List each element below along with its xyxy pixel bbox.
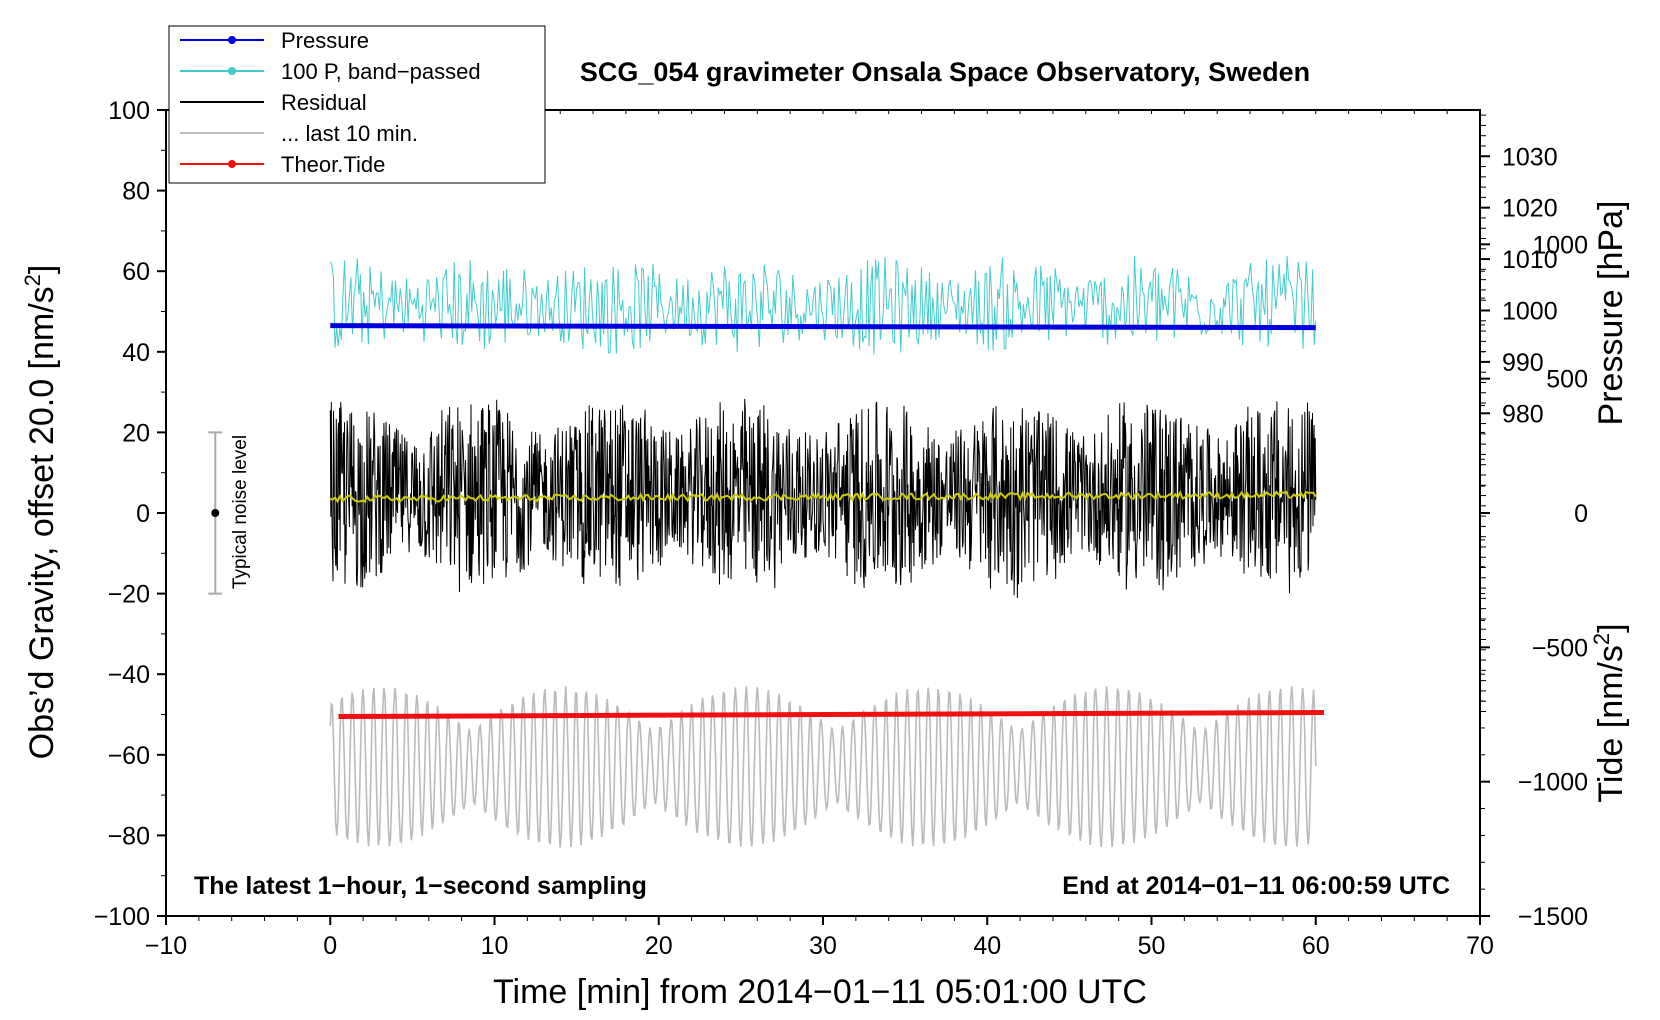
pressure-tick-label: 990 <box>1502 349 1544 377</box>
x-tick-label: 60 <box>1302 932 1330 960</box>
y-tick-label: 0 <box>136 500 150 528</box>
x-tick-label: 10 <box>481 932 509 960</box>
chart-title: SCG_054 gravimeter Onsala Space Observat… <box>580 57 1310 87</box>
pressure-tick-label: 1030 <box>1502 143 1558 171</box>
pressure-tick-label: 1000 <box>1502 297 1558 325</box>
legend-label: ... last 10 min. <box>281 121 418 146</box>
y-tick-label: −100 <box>94 903 150 931</box>
x-tick-label: 40 <box>973 932 1001 960</box>
x-tick-label: 20 <box>645 932 673 960</box>
legend-label: Residual <box>281 90 367 115</box>
y-axis-label: Obs’d Gravity, offset 20.0 [nm/s2] <box>20 265 61 760</box>
series-layer <box>208 255 1324 848</box>
y-tick-label: −80 <box>108 822 150 850</box>
y-tick-label: 100 <box>108 97 150 125</box>
series-residual <box>329 398 1317 599</box>
end-time-note: End at 2014−01−11 06:00:59 UTC <box>1062 872 1450 900</box>
tide-tick-label: 0 <box>1574 500 1588 528</box>
series-theoretical-tide <box>338 709 1324 720</box>
x-tick-label: 70 <box>1466 932 1494 960</box>
legend-marker <box>228 36 236 44</box>
sampling-note: The latest 1−hour, 1−second sampling <box>194 872 647 900</box>
y-tick-label: −20 <box>108 581 150 609</box>
pressure-tick-label: 1020 <box>1502 195 1558 223</box>
x-tick-label: −10 <box>145 932 187 960</box>
y-tick-label: 40 <box>122 339 150 367</box>
tide-axis-label: Tide [nm/s2] <box>1589 623 1630 802</box>
legend: Pressure 100 P, band−passed Residual ... la… <box>168 25 546 184</box>
x-axis-label: Time [min] from 2014−01−11 05:01:00 UTC <box>493 973 1147 1011</box>
y-tick-label: 60 <box>122 258 150 286</box>
legend-marker <box>228 67 236 75</box>
series-pressure-band-passed <box>329 255 1317 355</box>
tide-tick-label: −1500 <box>1518 903 1588 931</box>
y-tick-label: 80 <box>122 178 150 206</box>
x-tick-label: 30 <box>809 932 837 960</box>
legend-label: Pressure <box>281 28 369 53</box>
legend-label: 100 P, band−passed <box>281 59 481 84</box>
pressure-tick-label: 1010 <box>1502 246 1558 274</box>
legend-label: Theor.Tide <box>281 152 385 177</box>
pressure-axis-label: Pressure [hPa] <box>1592 201 1630 426</box>
x-tick-label: 0 <box>323 932 337 960</box>
noise-bar-center <box>211 509 220 517</box>
tide-tick-label: −1000 <box>1518 769 1588 797</box>
tide-tick-label: 500 <box>1546 366 1588 394</box>
y-tick-label: −60 <box>108 742 150 770</box>
pressure-tick-label: 980 <box>1502 400 1544 428</box>
legend-marker <box>228 160 236 168</box>
x-tick-label: 50 <box>1138 932 1166 960</box>
legend-box <box>168 25 546 184</box>
series-last-10-min <box>329 686 1317 848</box>
tide-tick-label: 1000 <box>1532 231 1588 259</box>
y-tick-label: −40 <box>108 661 150 689</box>
tide-tick-label: −500 <box>1532 634 1588 662</box>
labels-layer: SCG_054 gravimeter Onsala Space Observat… <box>20 57 1630 1011</box>
y-tick-label: 20 <box>122 419 150 447</box>
axes-layer: −10 0 10 20 30 40 50 60 70−100−80−60−40−20020406… <box>94 97 1588 960</box>
series-pressure <box>330 323 1316 331</box>
noise-level-label: Typical noise level <box>230 435 251 589</box>
series-residual-smoothed <box>330 490 1317 504</box>
